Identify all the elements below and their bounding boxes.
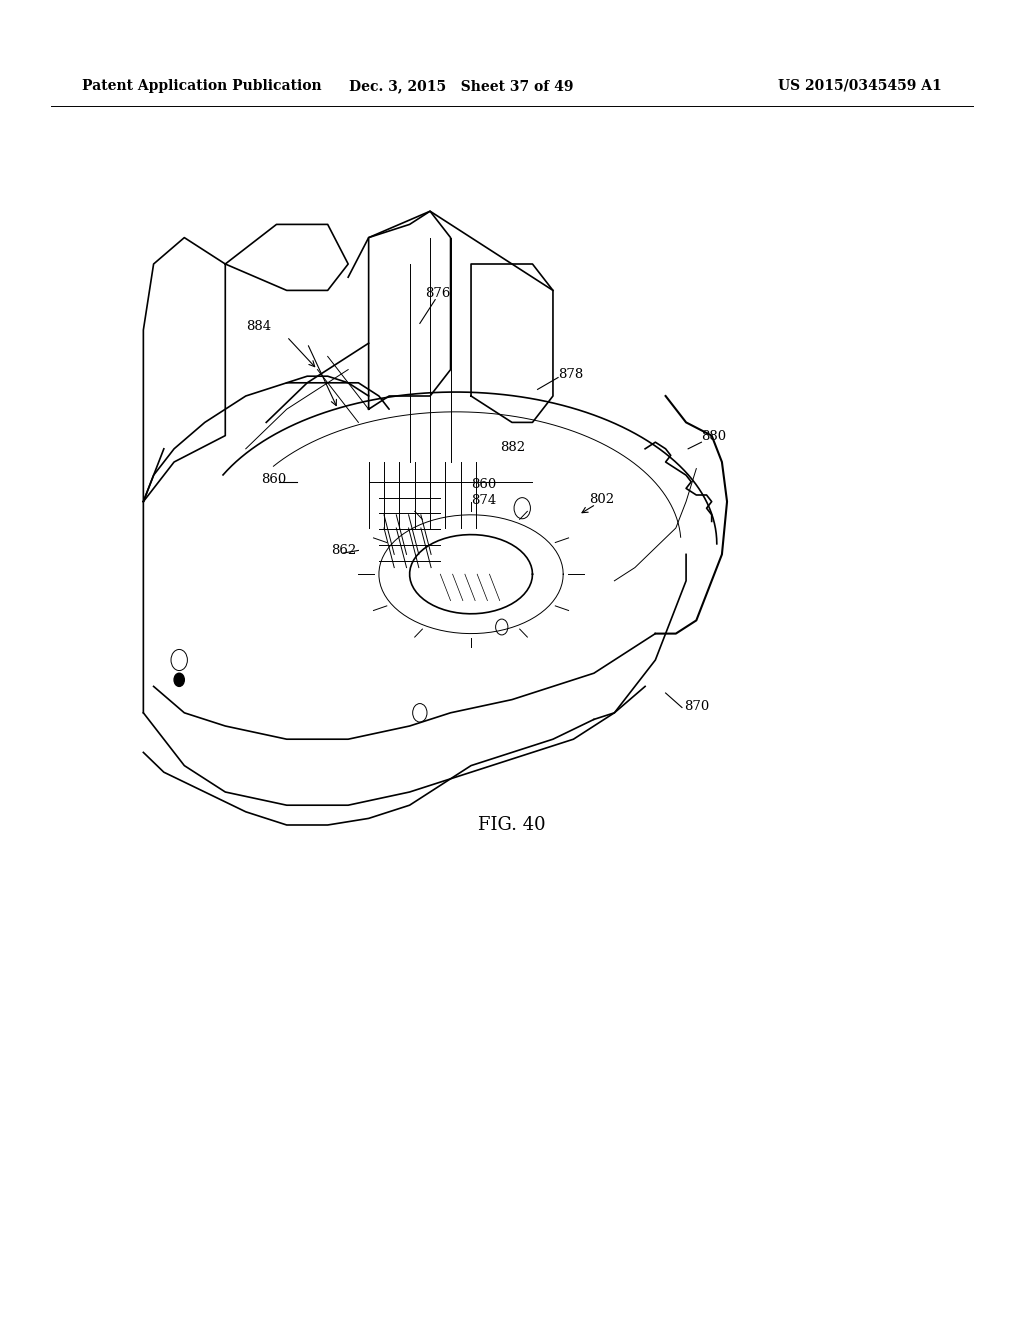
Text: Dec. 3, 2015   Sheet 37 of 49: Dec. 3, 2015 Sheet 37 of 49 — [348, 79, 573, 92]
Circle shape — [174, 673, 184, 686]
Text: 860: 860 — [471, 478, 497, 491]
Text: Patent Application Publication: Patent Application Publication — [82, 79, 322, 92]
Text: 884: 884 — [246, 319, 271, 333]
Text: 882: 882 — [500, 441, 525, 454]
Text: 876: 876 — [425, 286, 451, 300]
Text: 874: 874 — [471, 494, 497, 507]
Text: 878: 878 — [558, 367, 584, 380]
Text: 870: 870 — [684, 700, 710, 713]
Text: 860: 860 — [261, 473, 287, 486]
Text: US 2015/0345459 A1: US 2015/0345459 A1 — [778, 79, 942, 92]
Text: FIG. 40: FIG. 40 — [478, 816, 546, 834]
Text: 802: 802 — [589, 492, 614, 506]
Text: 862: 862 — [331, 544, 356, 557]
Text: 880: 880 — [701, 429, 727, 442]
